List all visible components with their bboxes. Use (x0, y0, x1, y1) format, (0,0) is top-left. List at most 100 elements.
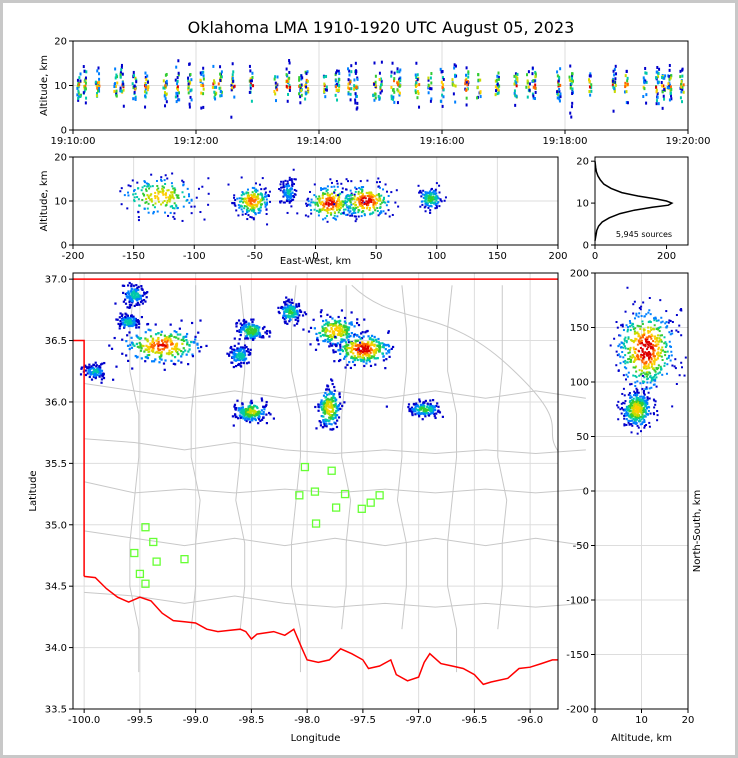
source-mark (261, 418, 264, 421)
source-mark (571, 72, 574, 76)
source-mark (352, 341, 355, 345)
source-mark (333, 211, 336, 214)
source-mark (645, 373, 648, 376)
county-line (291, 285, 301, 673)
source-mark (556, 90, 559, 94)
source-mark (310, 212, 313, 215)
source-mark (252, 414, 255, 417)
source-mark (133, 321, 136, 325)
source-mark (633, 390, 636, 393)
source-mark (332, 393, 336, 396)
source-mark (237, 407, 241, 410)
source-mark (617, 418, 620, 421)
source-mark (246, 408, 250, 411)
source-mark (657, 367, 660, 370)
source-mark (240, 324, 244, 327)
source-mark (335, 425, 339, 429)
source-mark (650, 379, 653, 382)
source-mark (255, 188, 258, 191)
source-mark (366, 356, 369, 360)
source-mark (438, 184, 441, 187)
source-mark (373, 343, 376, 346)
source-mark (357, 192, 360, 195)
source-mark (668, 77, 671, 81)
source-mark (183, 339, 186, 342)
source-mark (653, 328, 656, 331)
source-mark (655, 328, 658, 331)
source-mark (178, 98, 181, 102)
source-mark (237, 354, 240, 357)
source-mark (329, 342, 332, 345)
x-tick-label: -96.0 (517, 715, 543, 726)
source-mark (332, 417, 335, 420)
source-mark (126, 344, 130, 347)
county-line (351, 284, 559, 452)
source-mark (496, 87, 499, 91)
source-mark (173, 347, 176, 351)
source-mark (341, 338, 344, 342)
source-mark (425, 201, 428, 204)
axes-frame (594, 156, 689, 246)
source-mark (378, 77, 381, 81)
source-mark (526, 73, 529, 77)
county-line (84, 530, 586, 547)
source-mark (427, 408, 430, 412)
source-mark (360, 332, 363, 335)
source-mark (345, 354, 348, 358)
source-mark (371, 195, 374, 198)
source-mark (337, 348, 340, 352)
source-mark (643, 418, 646, 421)
source-mark (356, 353, 360, 356)
source-mark (176, 82, 179, 86)
source-mark (652, 351, 655, 354)
source-mark (244, 212, 247, 215)
source-mark (631, 401, 634, 404)
source-mark (338, 207, 341, 210)
source-mark (632, 409, 635, 412)
source-mark (252, 193, 255, 196)
source-mark (135, 319, 138, 322)
source-mark (643, 424, 646, 427)
source-mark (246, 188, 249, 191)
source-mark (340, 191, 343, 194)
source-mark (353, 87, 356, 91)
source-mark (325, 423, 328, 426)
source-mark (634, 393, 637, 396)
source-mark (429, 202, 432, 205)
source-mark (652, 376, 655, 379)
source-mark (392, 97, 395, 101)
source-mark (298, 78, 301, 82)
source-mark (348, 69, 351, 73)
source-mark (378, 197, 381, 200)
source-mark (237, 347, 240, 350)
source-mark (173, 212, 176, 215)
station-marker (310, 487, 320, 496)
source-mark (497, 71, 500, 75)
source-mark (436, 202, 439, 205)
source-mark (356, 77, 359, 81)
source-mark (123, 326, 126, 329)
source-mark (220, 94, 223, 98)
source-mark (648, 425, 651, 428)
source-mark (115, 94, 118, 98)
source-mark (634, 356, 637, 359)
source-mark (188, 80, 191, 84)
source-mark (77, 91, 80, 95)
source-mark (292, 315, 295, 318)
source-mark (250, 79, 253, 83)
source-mark (246, 194, 249, 197)
source-mark (331, 330, 335, 333)
source-mark (330, 392, 333, 395)
source-mark (169, 323, 172, 326)
source-mark (115, 73, 118, 77)
source-mark (558, 99, 561, 103)
source-mark (305, 78, 308, 82)
source-mark (352, 208, 355, 211)
source-mark (328, 398, 331, 401)
source-mark (328, 330, 332, 333)
source-mark (259, 206, 262, 209)
source-mark (329, 197, 332, 200)
source-mark (213, 95, 216, 99)
source-mark (237, 409, 240, 412)
source-mark (678, 324, 681, 327)
